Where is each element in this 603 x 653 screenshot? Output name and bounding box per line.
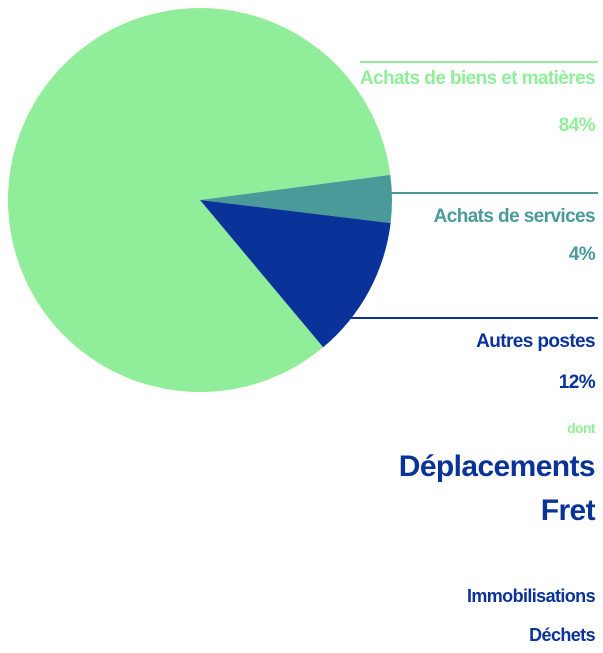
value-label: 12%: [559, 372, 596, 393]
value-label: 4%: [569, 244, 596, 265]
annotation: Fret: [541, 494, 596, 527]
annotation: Immobilisations: [467, 586, 596, 606]
annotation: Déplacements: [399, 450, 595, 483]
pie-slice: [8, 8, 391, 392]
pie-slice: [200, 200, 391, 348]
pie-slice: [200, 174, 392, 224]
legend-label: Autres postes: [476, 331, 595, 352]
value-label: 84%: [559, 115, 596, 136]
annotation: Déchets: [529, 625, 595, 645]
legend-label: Achats de services: [434, 206, 595, 227]
legend-label: Achats de biens et matières: [360, 68, 595, 89]
annotation: dont: [567, 420, 596, 436]
